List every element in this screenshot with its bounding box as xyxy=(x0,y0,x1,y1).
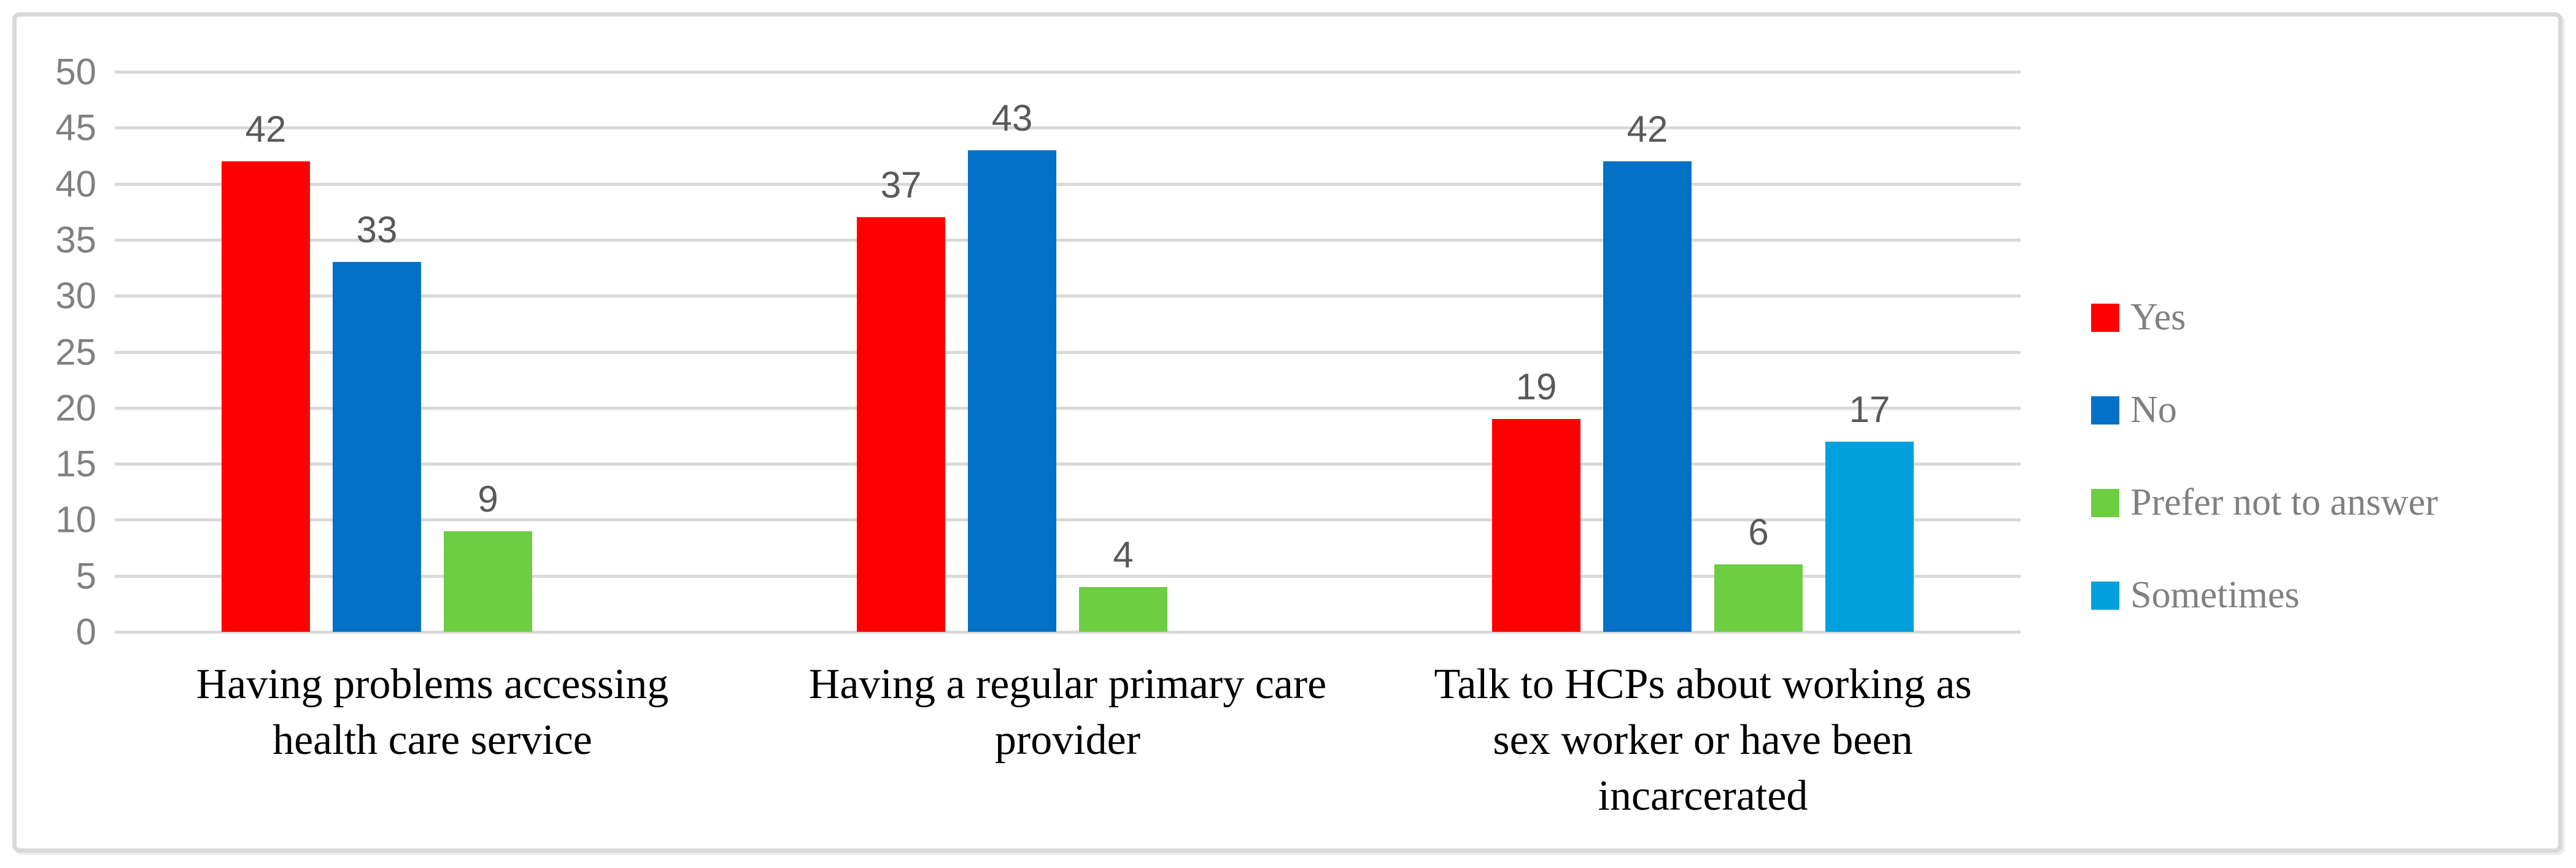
category-label-1: Having problems accessing health care se… xyxy=(196,661,669,764)
bar-prefer-not-to-answer xyxy=(1079,586,1167,632)
gridline xyxy=(115,71,2021,74)
x-axis-labels: Having problems accessing health care se… xyxy=(115,656,2021,824)
legend-item-sometimes: Sometimes xyxy=(2091,574,2438,617)
bar-no xyxy=(1603,161,1692,632)
bar-value-label: 4 xyxy=(1113,534,1134,575)
bar-no xyxy=(968,150,1056,632)
bar-slot-prefer-not-to-answer: 6 xyxy=(1714,72,1803,632)
gridline xyxy=(115,350,2021,354)
bar-slot-sometimes xyxy=(555,72,643,632)
bar-slot-no: 42 xyxy=(1603,72,1692,632)
bar-sometimes xyxy=(1825,441,1914,632)
legend: Yes No Prefer not to answer Sometimes xyxy=(2091,296,2438,617)
legend-marker-icon xyxy=(2091,488,2119,517)
y-tick-label: 20 xyxy=(55,387,96,429)
gridline xyxy=(115,518,2021,522)
y-tick-label: 30 xyxy=(55,275,96,317)
bar-slot-no: 33 xyxy=(333,72,421,632)
gridline xyxy=(115,406,2021,410)
y-tick-label: 35 xyxy=(55,219,96,261)
bar-group-3: 19 42 6 17 xyxy=(1385,72,2021,632)
bar-yes xyxy=(857,217,945,632)
gridline xyxy=(115,294,2021,298)
bar-no xyxy=(333,262,421,632)
bar-value-label: 43 xyxy=(991,97,1033,139)
y-tick-label: 45 xyxy=(55,107,96,148)
legend-marker-icon xyxy=(2091,581,2119,610)
y-tick-label: 0 xyxy=(75,611,96,653)
gridline xyxy=(115,463,2021,466)
bar-yes xyxy=(222,161,310,632)
legend-item-yes: Yes xyxy=(2091,296,2438,339)
bar-value-label: 42 xyxy=(245,109,287,150)
bar-slot-yes: 19 xyxy=(1492,72,1580,632)
bar-value-label: 9 xyxy=(478,478,498,520)
bar-slot-sometimes: 17 xyxy=(1825,72,1914,632)
gridline xyxy=(115,182,2021,186)
plot-area: 42 33 9 37 43 4 19 42 6 17 xyxy=(115,71,2021,634)
bar-value-label: 6 xyxy=(1748,512,1769,553)
bar-group-1: 42 33 9 xyxy=(115,72,750,632)
gridline xyxy=(115,574,2021,578)
y-tick-label: 40 xyxy=(55,163,96,205)
chart-frame: 0 5 10 15 20 25 30 35 40 45 50 42 33 9 37 43 4 19 42 6 17 H… xyxy=(12,12,2562,853)
legend-item-no: No xyxy=(2091,388,2438,432)
gridline xyxy=(115,631,2021,634)
bar-group-2: 37 43 4 xyxy=(750,72,1385,632)
legend-label: Yes xyxy=(2130,296,2186,338)
bar-value-label: 19 xyxy=(1515,366,1557,408)
bar-value-label: 42 xyxy=(1626,109,1668,150)
bar-yes xyxy=(1492,419,1580,632)
category-label-3: Talk to HCPs about working as sex worker… xyxy=(1434,661,1972,820)
category-label-2: Having a regular primary care provider xyxy=(808,661,1327,764)
y-tick-label: 10 xyxy=(55,499,96,540)
bar-value-label: 17 xyxy=(1849,388,1890,430)
bar-prefer-not-to-answer xyxy=(444,531,532,632)
bar-prefer-not-to-answer xyxy=(1714,564,1803,632)
legend-label: Sometimes xyxy=(2130,574,2300,616)
legend-item-prefer-not-to-answer: Prefer not to answer xyxy=(2091,481,2438,524)
bar-slot-yes: 42 xyxy=(222,72,310,632)
bar-slot-sometimes xyxy=(1190,72,1278,632)
y-tick-label: 5 xyxy=(75,555,96,597)
bar-slot-prefer-not-to-answer: 9 xyxy=(444,72,532,632)
y-tick-label: 50 xyxy=(55,51,96,93)
bar-slot-yes: 37 xyxy=(857,72,945,632)
legend-marker-icon xyxy=(2091,303,2119,332)
legend-label: No xyxy=(2130,389,2177,431)
y-axis: 0 5 10 15 20 25 30 35 40 45 50 xyxy=(17,52,96,653)
bar-slot-prefer-not-to-answer: 4 xyxy=(1079,72,1167,632)
bar-groups: 42 33 9 37 43 4 19 42 6 17 xyxy=(115,72,2021,632)
bar-slot-no: 43 xyxy=(968,72,1056,632)
y-tick-label: 25 xyxy=(55,331,96,372)
legend-marker-icon xyxy=(2091,396,2119,424)
bar-value-label: 33 xyxy=(356,209,398,251)
y-tick-label: 15 xyxy=(55,443,96,485)
bar-value-label: 37 xyxy=(880,164,922,206)
legend-label: Prefer not to answer xyxy=(2130,482,2438,523)
gridline xyxy=(115,126,2021,130)
gridline xyxy=(115,238,2021,242)
